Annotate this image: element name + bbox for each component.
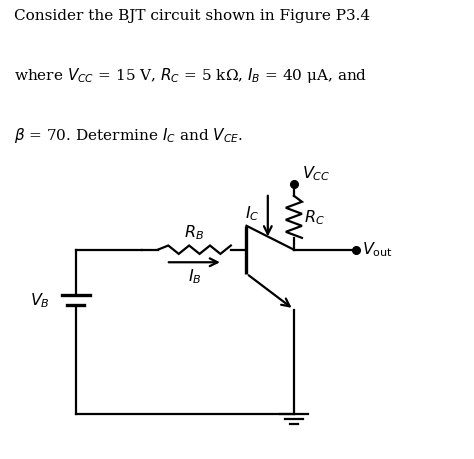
Text: $R_B$: $R_B$: [184, 223, 204, 242]
Text: $R_C$: $R_C$: [304, 208, 325, 227]
Text: $V_\mathrm{out}$: $V_\mathrm{out}$: [362, 239, 393, 258]
Text: $I_B$: $I_B$: [188, 267, 201, 286]
Text: $\beta$ = 70. Determine $I_C$ and $V_{CE}$.: $\beta$ = 70. Determine $I_C$ and $V_{CE…: [14, 126, 244, 145]
Text: $V_{CC}$: $V_{CC}$: [302, 164, 331, 183]
Text: $V_B$: $V_B$: [30, 291, 50, 309]
Text: $I_C$: $I_C$: [245, 204, 259, 223]
Text: Consider the BJT circuit shown in Figure P3.4: Consider the BJT circuit shown in Figure…: [14, 9, 370, 22]
Text: where $V_{CC}$ = 15 V, $R_C$ = 5 kΩ, $I_B$ = 40 μA, and: where $V_{CC}$ = 15 V, $R_C$ = 5 kΩ, $I_…: [14, 66, 367, 85]
